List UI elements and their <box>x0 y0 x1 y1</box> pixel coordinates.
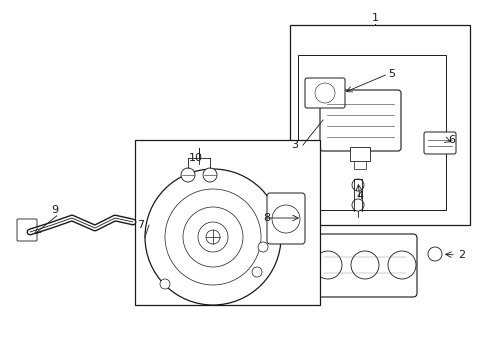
Text: 5: 5 <box>387 69 395 79</box>
Bar <box>353 161 365 169</box>
Text: 7: 7 <box>137 220 144 230</box>
FancyBboxPatch shape <box>423 132 455 154</box>
Circle shape <box>351 179 363 191</box>
Text: 4: 4 <box>356 191 363 201</box>
Bar <box>297 55 445 210</box>
FancyBboxPatch shape <box>313 234 416 297</box>
Circle shape <box>160 279 170 289</box>
Text: 3: 3 <box>291 140 298 150</box>
Bar <box>135 140 319 305</box>
Text: 2: 2 <box>458 250 465 260</box>
Circle shape <box>387 251 415 279</box>
Text: 1: 1 <box>371 13 378 23</box>
Text: 10: 10 <box>189 153 203 163</box>
Circle shape <box>427 247 441 261</box>
Circle shape <box>350 251 378 279</box>
Bar <box>289 25 469 225</box>
FancyBboxPatch shape <box>319 90 400 151</box>
Circle shape <box>181 168 195 182</box>
FancyBboxPatch shape <box>305 78 345 108</box>
Bar <box>349 147 369 161</box>
Text: 8: 8 <box>263 213 270 223</box>
Circle shape <box>145 169 281 305</box>
Circle shape <box>351 199 363 211</box>
Circle shape <box>251 267 262 277</box>
Text: 6: 6 <box>447 135 454 145</box>
Text: 9: 9 <box>51 205 59 215</box>
FancyBboxPatch shape <box>17 219 37 241</box>
Circle shape <box>313 251 341 279</box>
Circle shape <box>271 205 299 233</box>
Circle shape <box>311 285 319 293</box>
Circle shape <box>258 242 267 252</box>
FancyBboxPatch shape <box>266 193 305 244</box>
Circle shape <box>203 168 217 182</box>
